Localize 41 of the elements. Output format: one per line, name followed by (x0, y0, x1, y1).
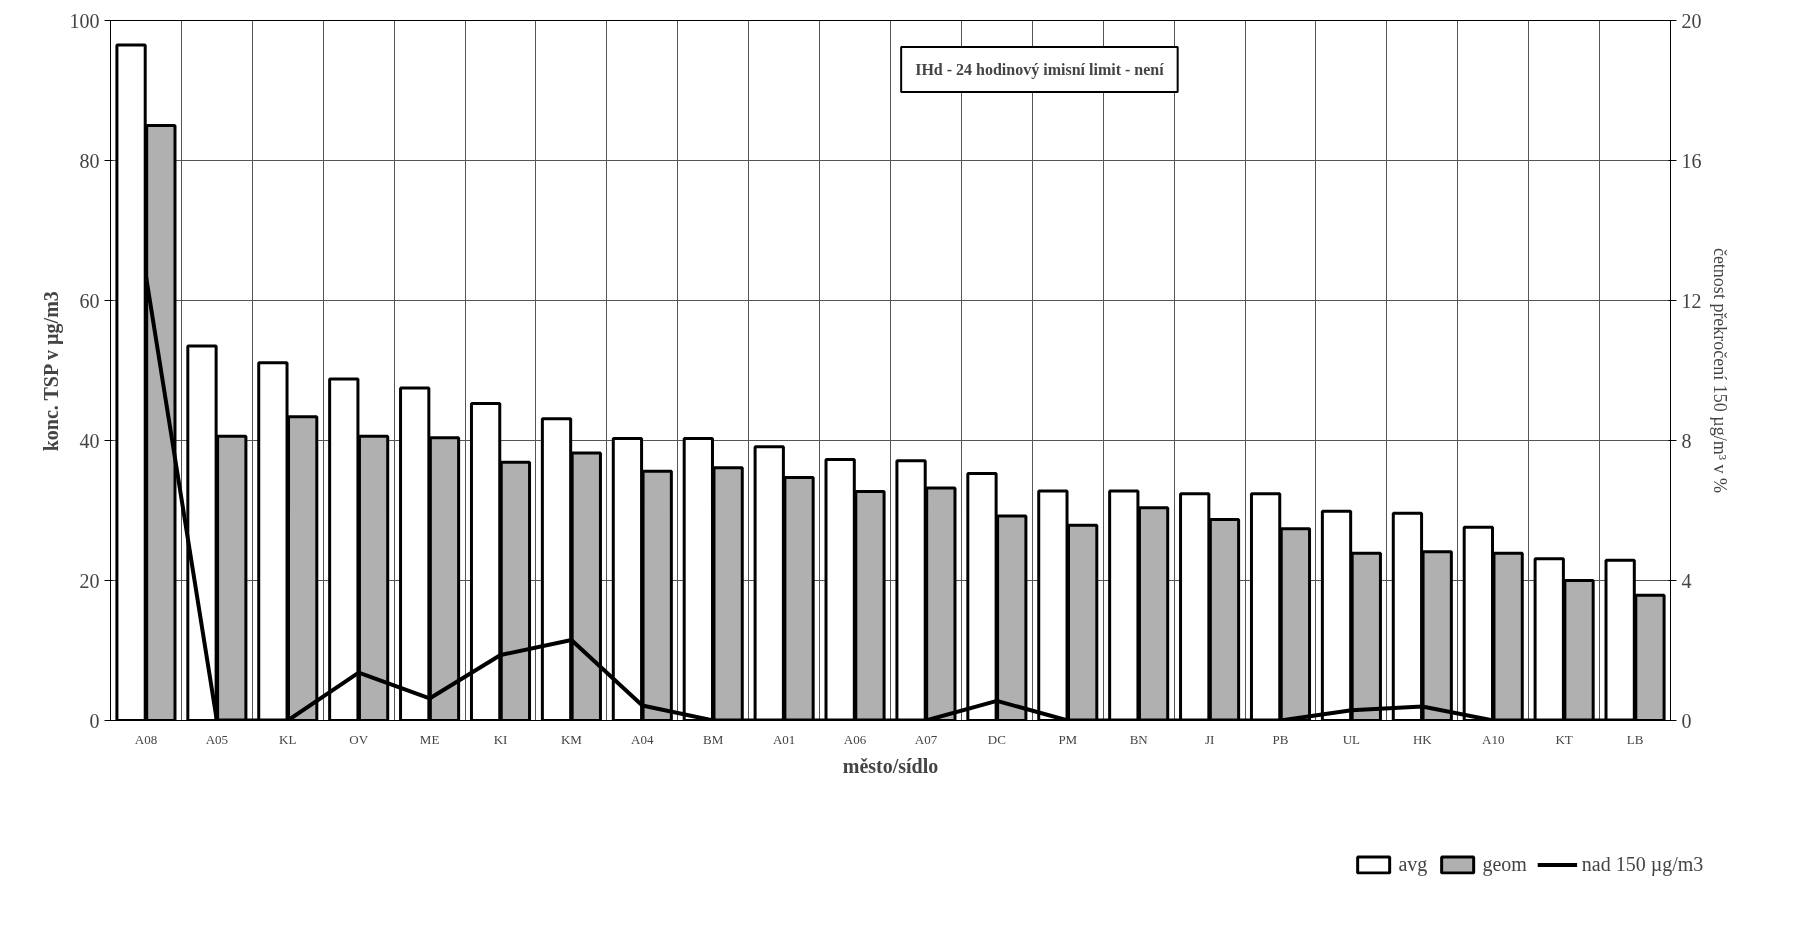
x-tick-label: UL (1342, 731, 1361, 747)
x-tick-label: PB (1272, 731, 1289, 747)
x-tick-label: KI (493, 731, 508, 747)
legend-label: geom (1482, 852, 1527, 876)
y2-tick-label: 20 (1681, 9, 1702, 32)
x-tick-label: KL (279, 731, 297, 747)
y2-axis-title: četnost překročení 150 µg/m³ v % (1709, 247, 1730, 494)
y-tick-label: 100 (69, 9, 100, 32)
x-tick-label: A10 (1482, 731, 1505, 747)
x-tick-label: DC (987, 731, 1006, 747)
y-tick-label: 0 (89, 709, 100, 732)
y2-tick-label: 8 (1681, 429, 1692, 452)
x-tick-label: HK (1412, 731, 1433, 747)
x-tick-label: PM (1058, 731, 1078, 747)
x-tick-label: BN (1129, 731, 1149, 747)
y2-tick-label: 4 (1681, 569, 1692, 592)
annotation: IHd - 24 hodinový imisní limit - není (915, 61, 1165, 79)
x-tick-label: BM (703, 731, 724, 747)
y-tick-label: 40 (79, 429, 100, 452)
x-tick-label: ME (419, 731, 440, 747)
x-tick-label: A06 (843, 731, 867, 747)
y2-tick-label: 16 (1681, 149, 1702, 172)
x-tick-label: KT (1555, 731, 1573, 747)
x-tick-label: A05 (205, 731, 229, 747)
y-tick-label: 20 (79, 569, 100, 592)
y-tick-label: 60 (79, 289, 100, 312)
x-tick-label: JI (1204, 731, 1215, 747)
y2-tick-label: 0 (1681, 709, 1692, 732)
x-tick-label: LB (1626, 731, 1644, 747)
x-tick-label: A08 (134, 731, 158, 747)
legend-label: nad 150 µg/m3 (1581, 852, 1704, 876)
legend-label: avg (1398, 852, 1428, 876)
x-tick-label: A07 (914, 731, 938, 747)
x-tick-label: A01 (772, 731, 796, 747)
x-tick-label: OV (349, 731, 369, 747)
y2-tick-label: 12 (1681, 289, 1702, 312)
y-tick-label: 80 (79, 149, 100, 172)
x-tick-label: KM (560, 731, 583, 747)
x-tick-label: A04 (631, 731, 655, 747)
x-axis-title: město/sídlo (842, 754, 939, 777)
y-axis-title: konc. TSP v µg/m3 (39, 291, 63, 452)
